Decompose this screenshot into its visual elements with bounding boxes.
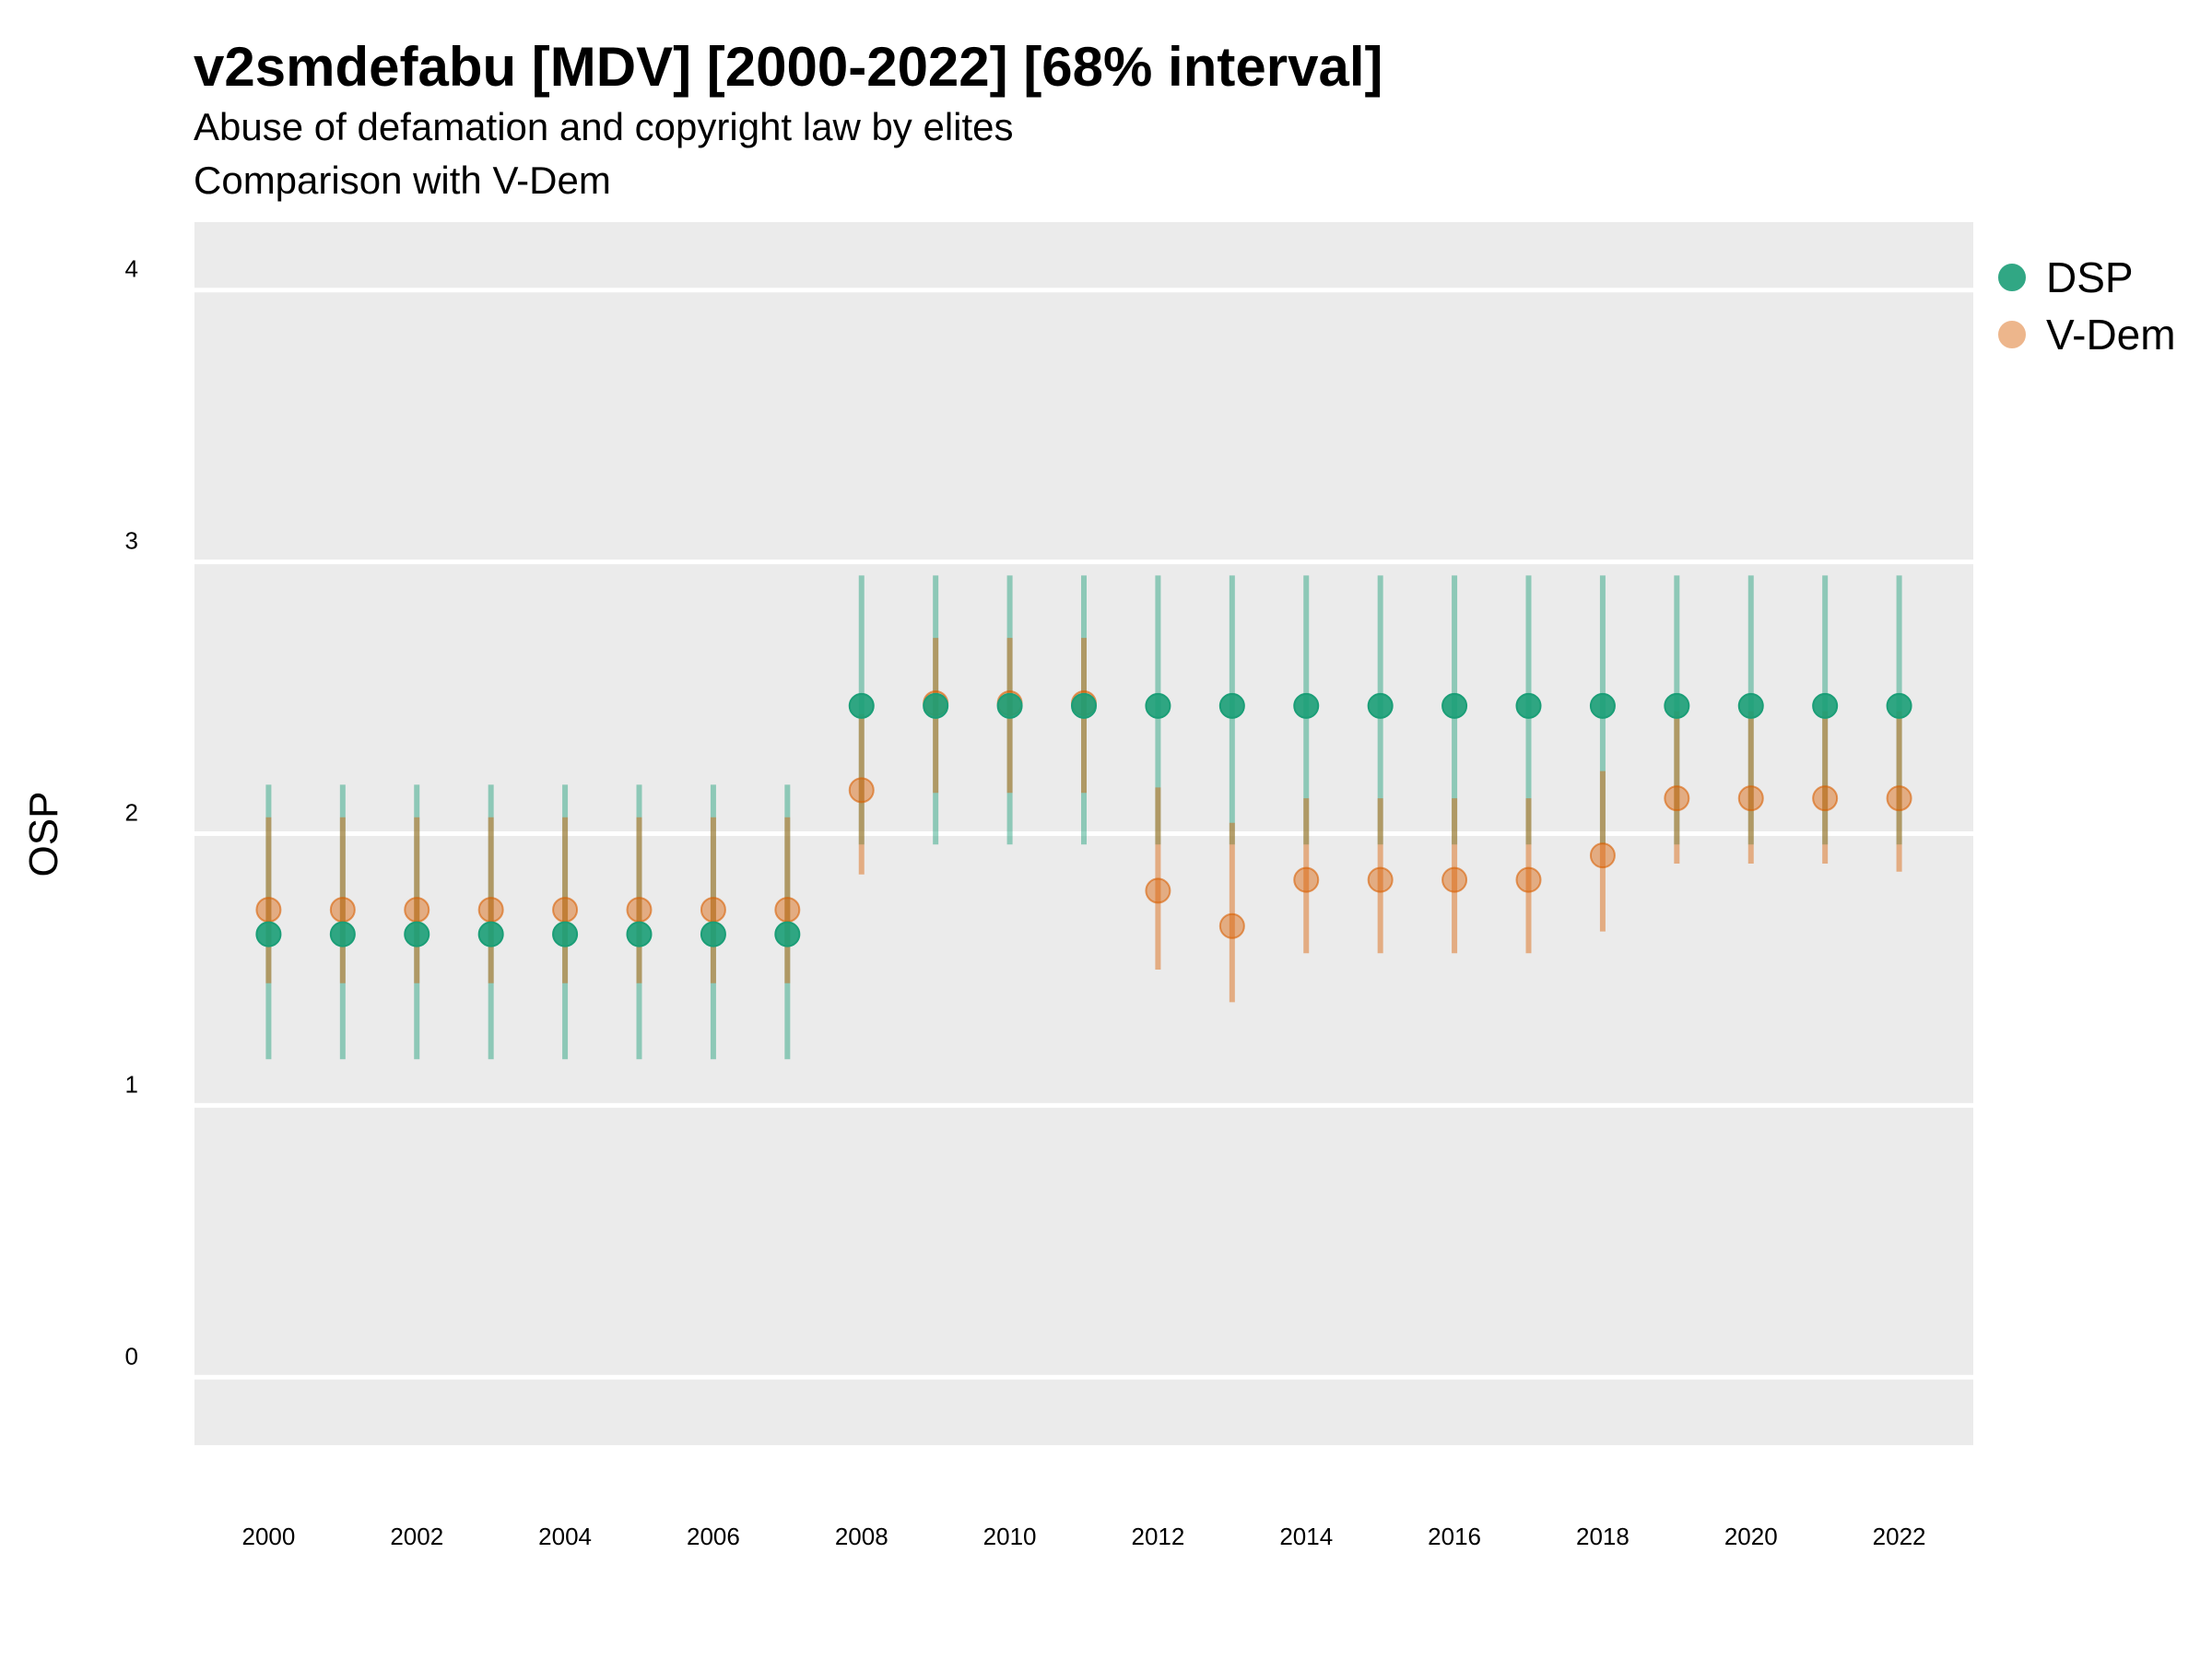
point-vdem-2013 bbox=[1218, 912, 1245, 939]
point-vdem-2018 bbox=[1589, 842, 1616, 869]
point-dsp-2015 bbox=[1367, 692, 1394, 719]
point-vdem-2000 bbox=[255, 897, 282, 924]
x-tick-label-2022: 2022 bbox=[1873, 1523, 1926, 1550]
x-tick-label-2008: 2008 bbox=[835, 1523, 888, 1550]
legend-item-dsp: DSP bbox=[1998, 249, 2176, 306]
chart-title: v2smdefabu [MDV] [2000-2022] [68% interv… bbox=[194, 36, 1383, 98]
point-dsp-2005 bbox=[626, 921, 653, 947]
point-dsp-2002 bbox=[404, 921, 430, 947]
x-tick-label-2006: 2006 bbox=[687, 1523, 740, 1550]
series-vdem-points bbox=[255, 689, 1912, 939]
legend-label-dsp: DSP bbox=[2046, 253, 2134, 301]
point-dsp-2016 bbox=[1441, 692, 1468, 719]
point-vdem-2008 bbox=[848, 777, 875, 804]
data-marks bbox=[255, 575, 1912, 1060]
point-dsp-2008 bbox=[848, 692, 875, 719]
point-dsp-2017 bbox=[1515, 692, 1542, 719]
point-vdem-2016 bbox=[1441, 866, 1468, 893]
point-vdem-2003 bbox=[477, 897, 504, 924]
point-vdem-2019 bbox=[1664, 785, 1690, 812]
x-tick-label-2000: 2000 bbox=[241, 1523, 295, 1550]
y-tick-label-2: 2 bbox=[125, 799, 138, 827]
series-dsp-points bbox=[255, 692, 1912, 947]
y-tick-label-3: 3 bbox=[125, 527, 138, 555]
point-dsp-2020 bbox=[1737, 692, 1764, 719]
x-tick-label-2010: 2010 bbox=[983, 1523, 1037, 1550]
point-dsp-2009 bbox=[923, 692, 949, 719]
point-vdem-2015 bbox=[1367, 866, 1394, 893]
gridlines bbox=[194, 288, 1973, 1380]
point-dsp-2007 bbox=[774, 921, 801, 947]
point-dsp-2012 bbox=[1145, 692, 1171, 719]
legend-key-vdem bbox=[1998, 321, 2026, 348]
x-tick-label-2004: 2004 bbox=[538, 1523, 592, 1550]
x-tick-label-2016: 2016 bbox=[1428, 1523, 1481, 1550]
y-axis-ticks: 0 1 2 3 4 bbox=[125, 255, 138, 1371]
point-dsp-2021 bbox=[1812, 692, 1839, 719]
point-dsp-2004 bbox=[552, 921, 579, 947]
point-dsp-2011 bbox=[1071, 692, 1097, 719]
y-axis-label: OSP bbox=[21, 792, 66, 877]
point-vdem-2020 bbox=[1737, 785, 1764, 812]
point-vdem-2005 bbox=[626, 897, 653, 924]
x-tick-label-2020: 2020 bbox=[1724, 1523, 1778, 1550]
y-tick-label-1: 1 bbox=[125, 1070, 138, 1098]
legend-item-vdem: V-Dem bbox=[1998, 306, 2176, 363]
point-dsp-2010 bbox=[996, 692, 1023, 719]
y-tick-label-0: 0 bbox=[125, 1342, 138, 1370]
point-vdem-2001 bbox=[329, 897, 356, 924]
point-vdem-2014 bbox=[1293, 866, 1320, 893]
chart-subtitle-line-1: Abuse of defamation and copyright law by… bbox=[194, 105, 1014, 148]
legend-label-vdem: V-Dem bbox=[2046, 311, 2176, 359]
point-vdem-2007 bbox=[774, 897, 801, 924]
point-vdem-2006 bbox=[700, 897, 726, 924]
point-vdem-2022 bbox=[1886, 785, 1912, 812]
point-dsp-2006 bbox=[700, 921, 726, 947]
point-dsp-2001 bbox=[329, 921, 356, 947]
point-dsp-2019 bbox=[1664, 692, 1690, 719]
point-vdem-2012 bbox=[1145, 877, 1171, 904]
legend: DSP V-Dem bbox=[1998, 249, 2176, 363]
point-dsp-2022 bbox=[1886, 692, 1912, 719]
point-vdem-2004 bbox=[552, 897, 579, 924]
chart-subtitle-line-2: Comparison with V-Dem bbox=[194, 159, 611, 202]
y-tick-label-4: 4 bbox=[125, 255, 138, 283]
point-dsp-2018 bbox=[1589, 692, 1616, 719]
point-dsp-2000 bbox=[255, 921, 282, 947]
point-vdem-2021 bbox=[1812, 785, 1839, 812]
legend-key-dsp bbox=[1998, 264, 2026, 291]
point-vdem-2002 bbox=[404, 897, 430, 924]
x-tick-label-2018: 2018 bbox=[1576, 1523, 1630, 1550]
x-axis-ticks: 2000 2002 2004 2006 2008 2010 2012 2014 2016 2018… bbox=[241, 1523, 1925, 1550]
x-tick-label-2012: 2012 bbox=[1131, 1523, 1184, 1550]
x-tick-label-2002: 2002 bbox=[390, 1523, 443, 1550]
point-vdem-2017 bbox=[1515, 866, 1542, 893]
point-dsp-2014 bbox=[1293, 692, 1320, 719]
point-dsp-2003 bbox=[477, 921, 504, 947]
x-tick-label-2014: 2014 bbox=[1279, 1523, 1333, 1550]
point-dsp-2013 bbox=[1218, 692, 1245, 719]
